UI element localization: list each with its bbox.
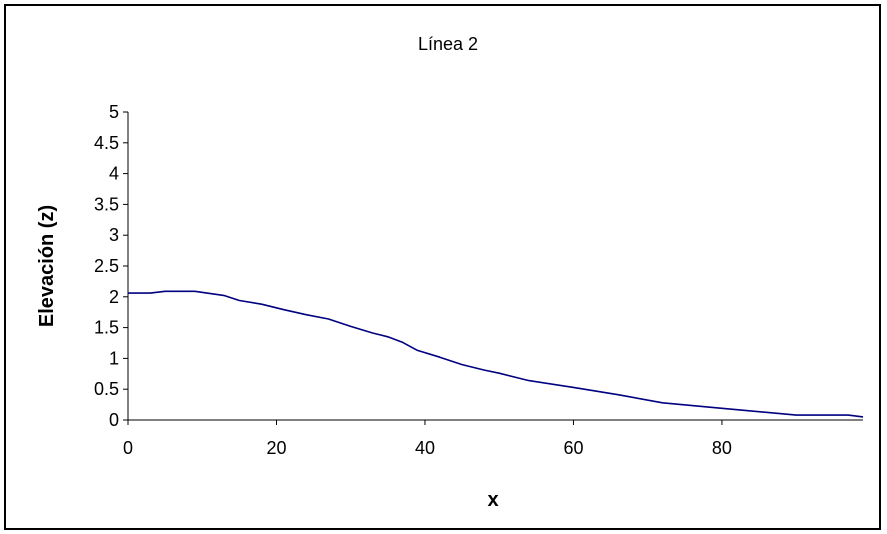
y-tick-label: 1.5 bbox=[94, 318, 119, 338]
y-tick-label: 3.5 bbox=[94, 194, 119, 214]
x-tick-label: 0 bbox=[123, 438, 133, 458]
y-tick-label: 2 bbox=[109, 287, 119, 307]
series-group bbox=[128, 290, 864, 418]
y-tick-label: 4.5 bbox=[94, 133, 119, 153]
y-tick-label: 3 bbox=[109, 225, 119, 245]
tick-labels: 0 0.5 1 1.5 2 2.5 3 3.5 4 4.5 5 0 20 40 60 80 bbox=[94, 102, 732, 458]
series-line bbox=[128, 290, 864, 418]
chart-title: Línea 2 bbox=[418, 34, 478, 54]
y-tick-label: 0.5 bbox=[94, 379, 119, 399]
y-tick-label: 4 bbox=[109, 164, 119, 184]
x-tick-label: 40 bbox=[415, 438, 435, 458]
y-tick-label: 5 bbox=[109, 102, 119, 122]
y-tick-label: 2.5 bbox=[94, 256, 119, 276]
y-tick-label: 0 bbox=[109, 410, 119, 430]
x-tick-label: 20 bbox=[266, 438, 286, 458]
chart-frame bbox=[4, 4, 881, 530]
x-tick-label: 60 bbox=[563, 438, 583, 458]
x-tick-label: 80 bbox=[712, 438, 732, 458]
axes bbox=[123, 111, 863, 425]
y-tick-label: 1 bbox=[109, 348, 119, 368]
y-axis-title: Elevación (z) bbox=[36, 205, 58, 327]
x-axis-title: x bbox=[487, 489, 498, 511]
